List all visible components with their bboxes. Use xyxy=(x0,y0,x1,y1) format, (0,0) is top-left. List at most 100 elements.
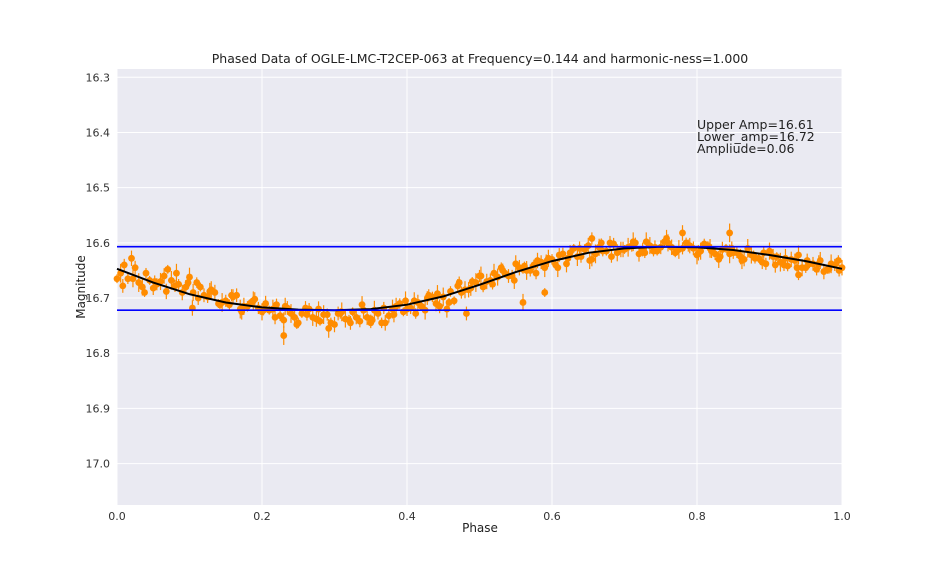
data-point xyxy=(356,317,364,325)
x-tick-label: 0.6 xyxy=(543,510,561,523)
x-tick-label: 0.2 xyxy=(253,510,271,523)
data-point xyxy=(563,260,570,268)
data-point xyxy=(541,264,549,272)
data-point xyxy=(390,311,398,318)
y-tick-label: 16.8 xyxy=(86,347,111,360)
data-point xyxy=(726,250,734,258)
fit-line xyxy=(116,245,843,312)
data-point xyxy=(771,261,779,269)
data-point xyxy=(363,313,371,321)
data-point xyxy=(128,254,135,262)
data-point xyxy=(249,297,257,305)
annotation-lower-amp: Lower_amp=16.72 xyxy=(697,129,815,144)
data-point xyxy=(173,269,180,277)
data-point xyxy=(412,310,420,317)
data-point xyxy=(206,288,214,295)
data-point xyxy=(298,310,306,317)
data-point xyxy=(795,271,802,279)
data-point xyxy=(196,283,204,291)
data-point xyxy=(138,283,146,291)
data-point xyxy=(303,311,311,318)
data-point xyxy=(663,235,670,242)
data-point xyxy=(499,267,507,274)
data-point xyxy=(784,262,792,270)
data-point xyxy=(510,276,518,284)
y-tick-label: 16.5 xyxy=(86,182,111,195)
data-point xyxy=(120,261,128,269)
data-point xyxy=(455,279,463,286)
data-point xyxy=(519,299,527,306)
data-point xyxy=(129,275,137,283)
y-tick-label: 17.0 xyxy=(86,458,111,471)
data-point xyxy=(341,315,349,323)
data-point xyxy=(262,300,270,307)
data-point xyxy=(532,269,540,277)
data-point xyxy=(766,247,773,255)
data-point xyxy=(280,332,288,339)
data-point xyxy=(186,273,193,281)
data-point xyxy=(479,283,487,291)
data-point xyxy=(588,235,596,242)
data-point xyxy=(586,257,594,264)
data-point xyxy=(755,254,763,262)
data-point xyxy=(581,246,589,253)
x-tick-label: 1.0 xyxy=(833,510,851,523)
data-point xyxy=(233,291,241,299)
grid xyxy=(116,69,843,505)
data-point xyxy=(795,251,802,259)
data-point xyxy=(113,275,121,283)
data-point xyxy=(141,289,148,296)
data-point xyxy=(559,250,567,258)
data-point xyxy=(629,238,637,246)
data-point xyxy=(597,239,605,247)
data-point xyxy=(167,276,175,284)
data-point xyxy=(610,240,618,248)
y-tick-label: 16.4 xyxy=(86,126,111,139)
data-point xyxy=(119,282,127,290)
data-point xyxy=(216,301,224,309)
data-point xyxy=(716,253,724,261)
data-point xyxy=(608,253,615,261)
data-point xyxy=(271,313,279,321)
data-point xyxy=(336,310,344,317)
data-point xyxy=(489,280,496,288)
data-point xyxy=(541,289,549,296)
y-axis-label: Magnitude xyxy=(74,255,88,319)
data-point xyxy=(385,312,393,320)
data-point xyxy=(566,249,574,257)
data-point xyxy=(793,264,801,272)
data-point xyxy=(228,291,235,299)
data-point xyxy=(798,264,806,272)
data-point xyxy=(291,313,299,321)
data-point xyxy=(641,249,649,257)
data-point xyxy=(131,264,139,272)
data-point xyxy=(443,305,451,313)
y-tick-label: 16.6 xyxy=(86,237,111,250)
chart-title: Phased Data of OGLE-LMC-T2CEP-063 at Fre… xyxy=(212,51,749,66)
annotation-amplitude: Ampliude=0.06 xyxy=(697,141,795,156)
data-point xyxy=(358,301,366,309)
x-tick-labels: 0.0 0.2 0.4 0.6 0.8 1.0 xyxy=(108,510,851,523)
data-point xyxy=(738,257,746,264)
data-point xyxy=(776,258,784,266)
y-tick-label: 16.9 xyxy=(86,402,111,415)
data-point xyxy=(402,297,409,305)
data-point xyxy=(679,229,686,237)
plot-background xyxy=(117,69,842,505)
y-tick-label: 16.7 xyxy=(86,292,111,305)
data-point xyxy=(726,229,734,237)
data-point xyxy=(825,265,833,273)
data-point xyxy=(293,321,301,328)
fit-line-group xyxy=(116,245,843,312)
data-point xyxy=(834,257,842,264)
data-point xyxy=(436,302,444,310)
x-tick-label: 0.8 xyxy=(688,510,706,523)
data-point xyxy=(184,279,192,286)
data-point xyxy=(312,315,320,323)
data-point xyxy=(813,265,821,273)
data-point xyxy=(463,310,470,317)
data-point xyxy=(820,268,828,275)
x-tick-label: 0.0 xyxy=(108,510,126,523)
data-point xyxy=(472,279,480,286)
